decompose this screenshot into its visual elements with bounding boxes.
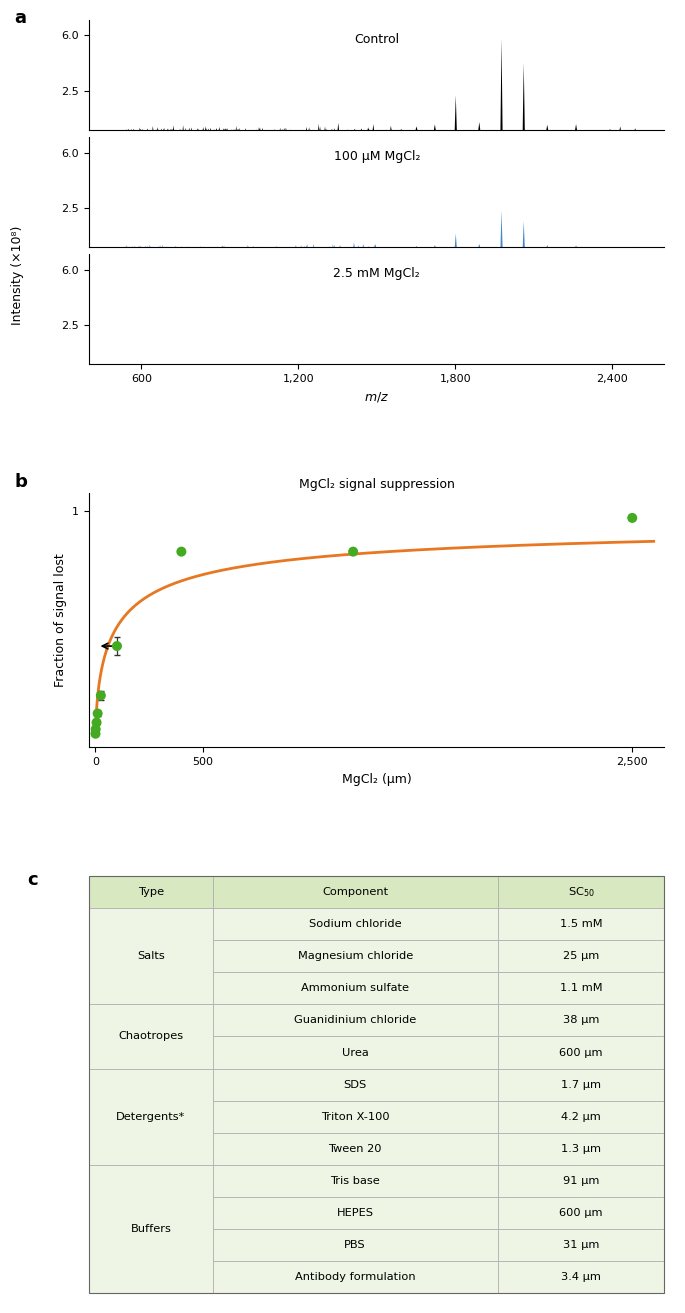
Text: 1.1 mM: 1.1 mM — [560, 983, 602, 994]
Text: a: a — [14, 9, 26, 26]
Text: Detergents*: Detergents* — [116, 1112, 186, 1121]
Text: Buffers: Buffers — [130, 1224, 171, 1234]
Text: Magnesium chloride: Magnesium chloride — [297, 951, 413, 961]
Text: Chaotropes: Chaotropes — [119, 1032, 184, 1041]
Text: 2.5 mM MgCl₂: 2.5 mM MgCl₂ — [334, 268, 420, 280]
Point — [627, 507, 638, 528]
Text: Component: Component — [322, 888, 388, 897]
Point — [348, 541, 359, 562]
Text: HEPES: HEPES — [336, 1208, 374, 1218]
Point — [91, 712, 102, 733]
Point — [112, 635, 123, 656]
Text: SC$_{50}$: SC$_{50}$ — [568, 885, 595, 899]
X-axis label: MgCl₂ (μm): MgCl₂ (μm) — [342, 772, 412, 785]
Text: 100 μM MgCl₂: 100 μM MgCl₂ — [334, 150, 420, 163]
Text: Control: Control — [354, 33, 399, 46]
Text: Guanidinium chloride: Guanidinium chloride — [294, 1015, 416, 1025]
Point — [176, 541, 187, 562]
Text: 31 μm: 31 μm — [563, 1241, 599, 1250]
Text: Antibody formulation: Antibody formulation — [295, 1272, 416, 1283]
Text: SDS: SDS — [344, 1079, 366, 1090]
Point — [90, 718, 101, 739]
Text: Type: Type — [138, 888, 164, 897]
Text: b: b — [14, 473, 27, 491]
Text: Tris base: Tris base — [330, 1176, 380, 1186]
Text: Triton X-100: Triton X-100 — [321, 1112, 390, 1121]
Text: 600 μm: 600 μm — [559, 1048, 603, 1057]
Text: PBS: PBS — [345, 1241, 366, 1250]
Text: 38 μm: 38 μm — [563, 1015, 599, 1025]
Text: 91 μm: 91 μm — [563, 1176, 599, 1186]
Text: 4.2 μm: 4.2 μm — [561, 1112, 601, 1121]
Point — [92, 702, 103, 723]
Text: 600 μm: 600 μm — [559, 1208, 603, 1218]
Title: MgCl₂ signal suppression: MgCl₂ signal suppression — [299, 478, 455, 491]
Point — [90, 723, 101, 744]
Text: Urea: Urea — [342, 1048, 369, 1057]
Text: 3.4 μm: 3.4 μm — [561, 1272, 601, 1283]
Y-axis label: Fraction of signal lost: Fraction of signal lost — [53, 553, 66, 687]
Text: 25 μm: 25 μm — [563, 951, 599, 961]
Text: 1.3 μm: 1.3 μm — [561, 1144, 601, 1154]
Text: Tween 20: Tween 20 — [328, 1144, 382, 1154]
Point — [95, 685, 106, 706]
Text: 1.5 mM: 1.5 mM — [560, 919, 602, 930]
Text: Ammonium sulfate: Ammonium sulfate — [301, 983, 409, 994]
Text: Intensity (×10⁸): Intensity (×10⁸) — [11, 226, 23, 326]
Text: Salts: Salts — [137, 951, 165, 961]
Text: Sodium chloride: Sodium chloride — [309, 919, 401, 930]
X-axis label: $m/z$: $m/z$ — [364, 390, 389, 404]
Text: c: c — [27, 871, 38, 889]
Text: 1.7 μm: 1.7 μm — [561, 1079, 601, 1090]
